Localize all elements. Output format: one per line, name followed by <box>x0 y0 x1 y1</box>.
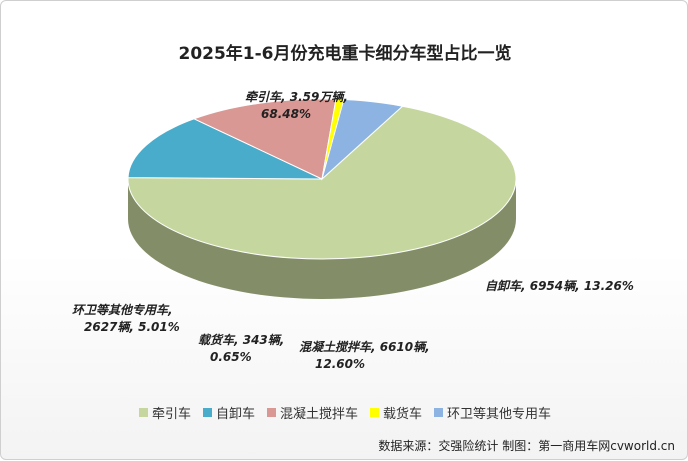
data-label-mixer-line2: 12.60% <box>315 357 365 371</box>
legend-swatch <box>266 408 276 417</box>
pie-slice-4 <box>321 98 404 181</box>
source-note: 数据来源：交强险统计 制图：第一商用车网cvworld.cn <box>378 439 675 453</box>
legend-swatch <box>434 408 444 417</box>
legend: 牵引车 自卸车 混凝土搅拌车 载货车 环卫等其他专用车 <box>1 403 688 422</box>
legend-item-cargo-truck: 载货车 <box>370 403 422 422</box>
pie-side-0 <box>128 179 516 299</box>
data-label-cargo-truck-line2: 0.65% <box>210 350 252 364</box>
data-label-sanitation: 环卫等其他专用车, 2627辆, 5.01% <box>72 302 180 336</box>
legend-label: 环卫等其他专用车 <box>447 407 552 422</box>
data-label-cargo-truck-line1: 载货车, 343辆, <box>198 333 285 347</box>
legend-swatch <box>138 408 148 417</box>
legend-item-sanitation: 环卫等其他专用车 <box>434 403 551 422</box>
data-label-sanitation-line1: 环卫等其他专用车, <box>72 303 173 317</box>
legend-item-tractor: 牵引车 <box>138 403 191 422</box>
legend-swatch <box>370 408 379 417</box>
legend-label: 载货车 <box>383 407 423 422</box>
legend-item-mixer: 混凝土搅拌车 <box>266 403 358 422</box>
chart-title: 2025年1-6月份充电重卡细分车型占比一览 <box>178 44 512 64</box>
legend-label: 牵引车 <box>151 407 191 422</box>
pie-slice-2 <box>192 98 337 180</box>
data-label-mixer-line1: 混凝土搅拌车, 6610辆, <box>299 340 430 354</box>
legend-label: 混凝土搅拌车 <box>279 407 358 422</box>
pie-slice-0 <box>127 105 517 260</box>
data-label-sanitation-line2: 2627辆, 5.01% <box>84 320 180 334</box>
legend-item-dump-truck: 自卸车 <box>202 403 255 422</box>
data-label-cargo-truck: 载货车, 343辆, 0.65% <box>198 332 284 366</box>
data-label-dump-truck-line1: 自卸车, 6954辆, 13.26% <box>485 279 634 293</box>
data-label-dump-truck: 自卸车, 6954辆, 13.26% <box>485 278 634 295</box>
data-label-tractor-line1: 牵引车, 3.59万辆, <box>245 90 348 104</box>
legend-label: 自卸车 <box>215 407 255 422</box>
data-label-mixer: 混凝土搅拌车, 6610辆, 12.60% <box>299 339 430 373</box>
data-label-tractor-line2: 68.48% <box>261 107 311 121</box>
data-label-tractor: 牵引车, 3.59万辆, 68.48% <box>245 89 348 123</box>
pie-slice-1 <box>127 118 323 180</box>
legend-swatch <box>202 408 212 417</box>
